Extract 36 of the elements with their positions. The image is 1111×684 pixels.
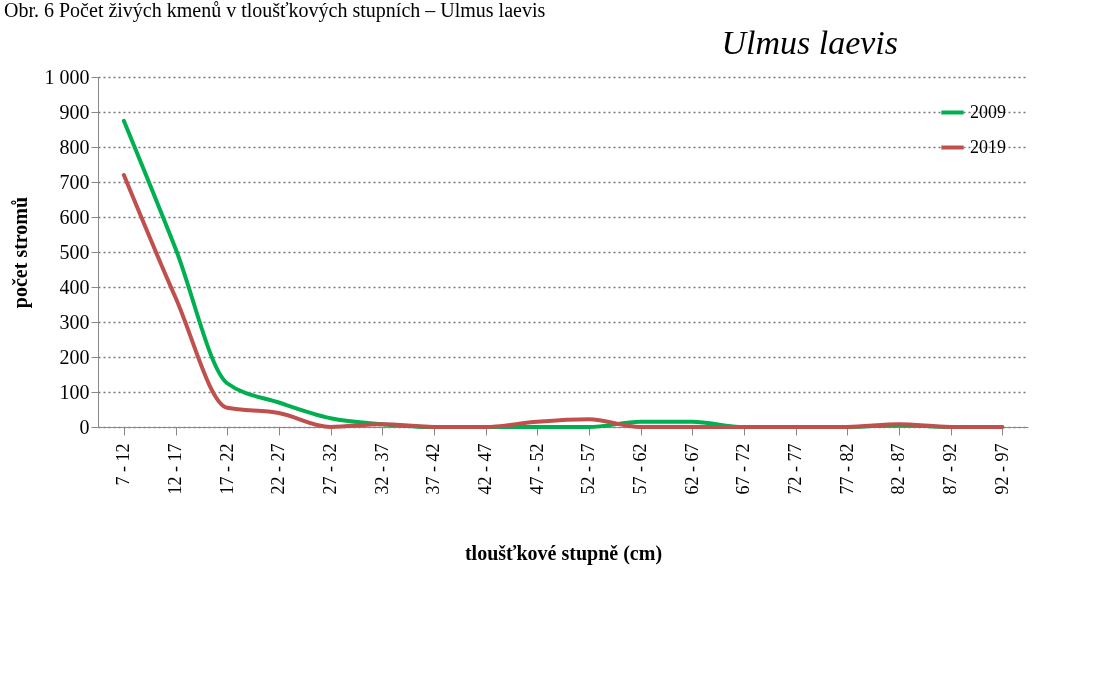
chart-title: Ulmus laevis — [721, 24, 898, 61]
y-tick-label: 900 — [59, 100, 90, 123]
x-axis-title: tloušťkové stupně (cm) — [464, 542, 663, 566]
x-tick-label: 37 - 42 — [423, 443, 444, 495]
y-tick-label: 800 — [59, 135, 90, 158]
legend-label: 2019 — [970, 136, 1006, 157]
y-tick-label: 0 — [79, 415, 90, 438]
line-series — [121, 173, 1005, 429]
y-axis-title: počet stromů — [8, 196, 32, 309]
x-tick-label: 77 - 82 — [836, 443, 857, 495]
x-tick-label: 62 - 67 — [681, 443, 702, 495]
x-tick-label: 22 - 27 — [268, 443, 289, 495]
x-tick-label: 27 - 32 — [320, 443, 340, 495]
x-tick-label: 72 - 77 — [785, 443, 805, 495]
x-tick-label: 67 - 72 — [733, 443, 754, 495]
y-tick-label: 400 — [59, 275, 90, 298]
x-tick-label: 87 - 92 — [940, 443, 960, 495]
legend-label: 2009 — [970, 101, 1006, 122]
x-tick-label: 17 - 22 — [216, 443, 237, 495]
x-tick-label: 7 - 12 — [113, 443, 134, 486]
y-tick-label: 700 — [59, 170, 90, 193]
y-tick-label: 600 — [59, 205, 90, 228]
text: Obr. 6 Počet živých kmenů v tloušťkových stupních – Ulmus laevis — [3, 0, 547, 22]
y-tick-label: 300 — [59, 310, 90, 333]
y-tick-label: 100 — [59, 380, 90, 403]
x-tick-label: 32 - 37 — [371, 443, 392, 495]
x-tick-label: 92 - 97 — [991, 443, 1012, 495]
y-tick-label: 200 — [59, 345, 90, 368]
x-tick-label: 82 - 87 — [888, 443, 909, 495]
y-tick-label: 500 — [59, 240, 90, 263]
x-tick-label: 52 - 57 — [578, 443, 599, 495]
x-tick-label: 57 - 62 — [630, 443, 650, 495]
x-tick-label: 47 - 52 — [526, 443, 547, 495]
x-tick-label: 12 - 17 — [165, 443, 185, 495]
y-tick-label: 1 000 — [44, 65, 90, 88]
x-tick-label: 42 - 47 — [475, 443, 495, 495]
